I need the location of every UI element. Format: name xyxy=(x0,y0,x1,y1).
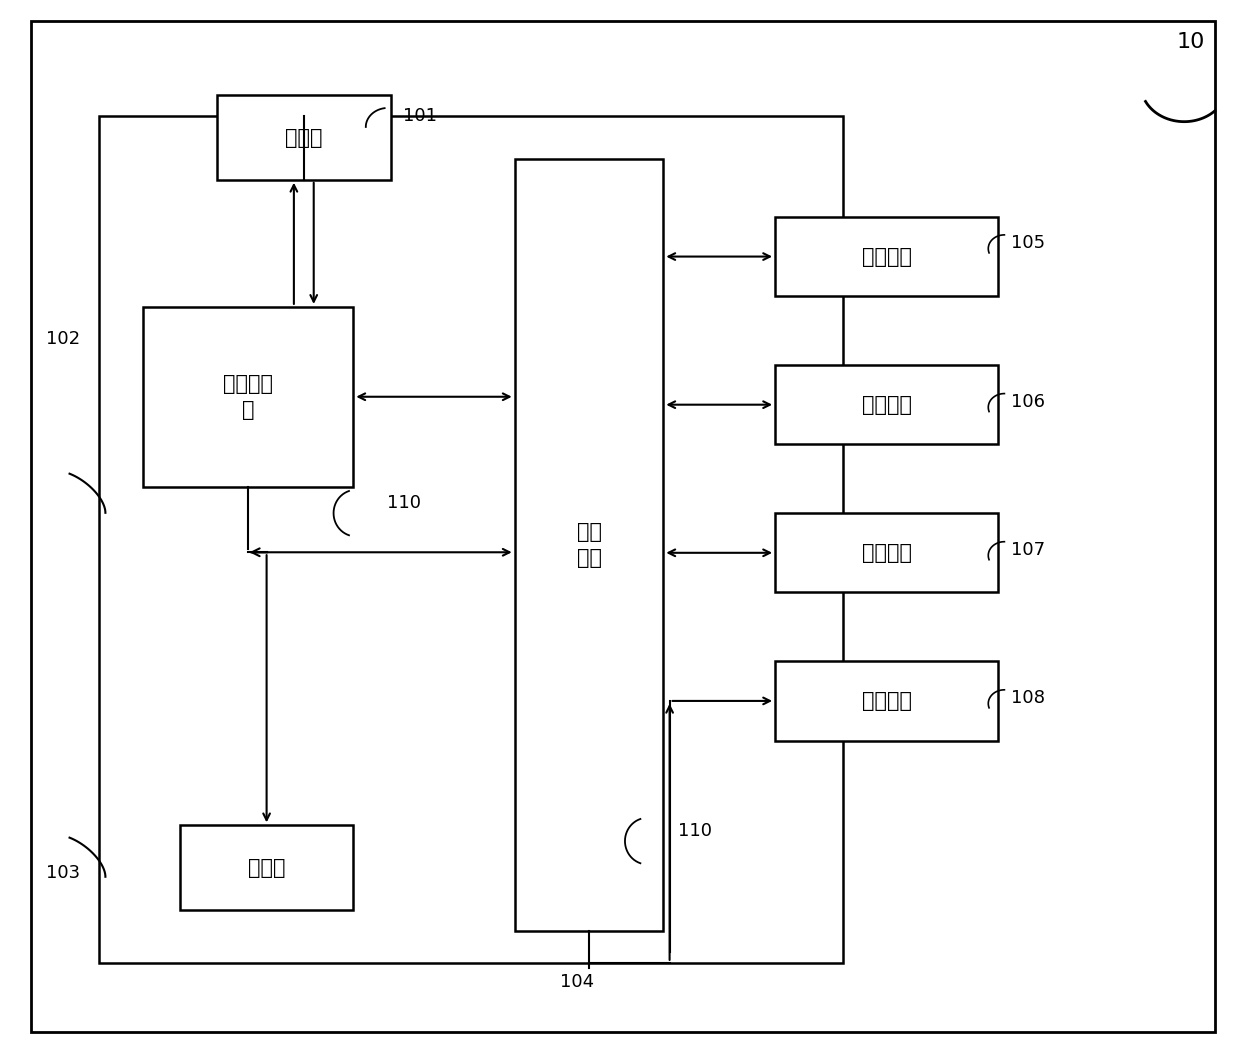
Bar xyxy=(775,365,998,444)
Bar xyxy=(775,513,998,592)
Text: 10: 10 xyxy=(1177,33,1204,52)
Text: 按键模块: 按键模块 xyxy=(862,395,911,415)
Bar xyxy=(775,661,998,741)
Text: 音频模块: 音频模块 xyxy=(862,543,911,563)
Text: 108: 108 xyxy=(1011,689,1044,708)
Bar xyxy=(515,159,663,931)
Text: 110: 110 xyxy=(678,821,712,840)
Text: 外设
接口: 外设 接口 xyxy=(577,522,601,568)
Text: 101: 101 xyxy=(403,107,436,126)
Text: 存储器: 存储器 xyxy=(285,128,322,147)
Text: 107: 107 xyxy=(1011,541,1045,560)
Text: 105: 105 xyxy=(1011,234,1045,253)
Text: 射频模块: 射频模块 xyxy=(862,247,911,267)
Text: 触控屏幕: 触控屏幕 xyxy=(862,691,911,711)
Bar xyxy=(99,116,843,963)
Text: 110: 110 xyxy=(387,493,420,512)
Bar xyxy=(217,95,391,180)
Bar xyxy=(775,217,998,296)
Text: 处理器: 处理器 xyxy=(248,858,285,877)
Text: 106: 106 xyxy=(1011,393,1044,412)
Text: 存储控制
器: 存储控制 器 xyxy=(223,373,273,420)
Bar xyxy=(180,825,353,910)
Bar xyxy=(143,307,353,487)
Text: 102: 102 xyxy=(46,329,81,348)
Text: 104: 104 xyxy=(559,972,594,991)
Text: 103: 103 xyxy=(46,863,81,882)
